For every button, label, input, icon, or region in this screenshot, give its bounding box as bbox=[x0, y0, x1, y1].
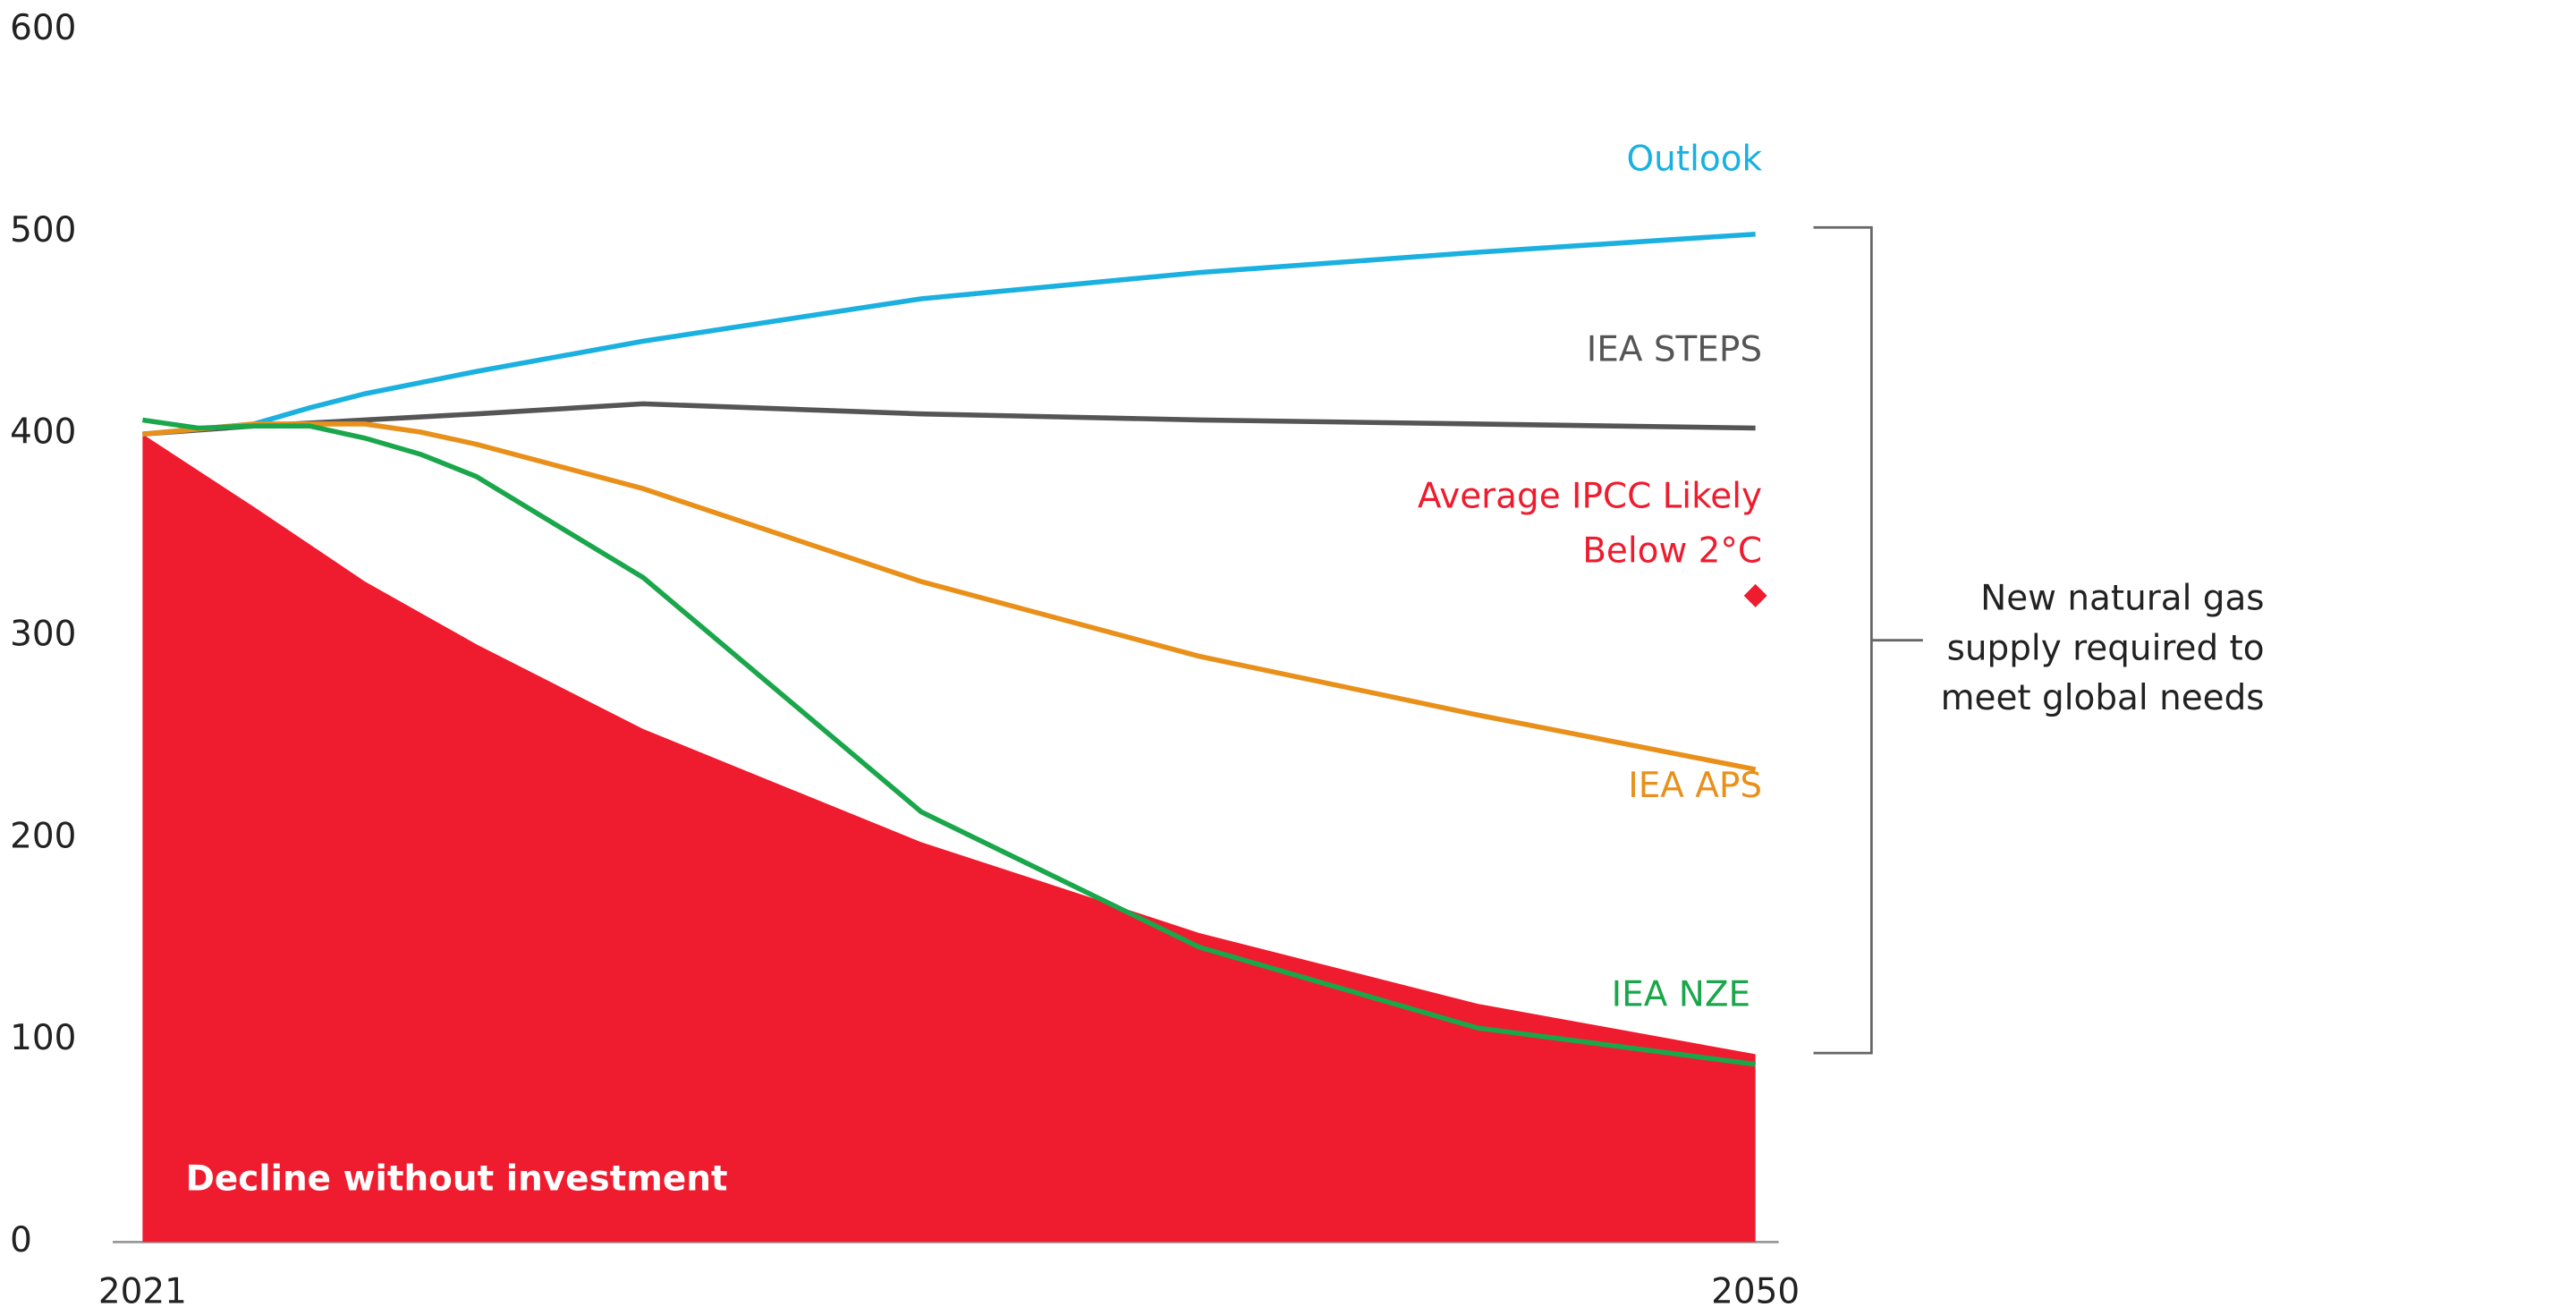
y-tick-label: 400 bbox=[10, 412, 76, 453]
line bbox=[141, 417, 1756, 1067]
series-label: IEA APS bbox=[1628, 766, 1762, 806]
bracket bbox=[1813, 225, 1923, 1055]
line bbox=[142, 231, 1756, 437]
point bbox=[1743, 583, 1767, 607]
bracket-label: New natural gas bbox=[1980, 579, 2264, 619]
y-tick-label: 100 bbox=[10, 1018, 76, 1058]
y-tick-label: 200 bbox=[10, 816, 76, 856]
area-label: Decline without investment bbox=[186, 1158, 728, 1199]
series-label: IEA NZE bbox=[1612, 975, 1750, 1015]
y-tick-label: 600 bbox=[10, 8, 76, 48]
x-tick-label: 2021 bbox=[98, 1271, 187, 1307]
series-label: IEA STEPS bbox=[1587, 330, 1762, 370]
series-label: Outlook bbox=[1627, 140, 1763, 180]
area bbox=[142, 434, 1756, 1243]
bracket-label: meet global needs bbox=[1941, 678, 2265, 718]
y-tick-label: 500 bbox=[10, 210, 76, 250]
x-tick-label: 2050 bbox=[1711, 1271, 1800, 1307]
line bbox=[142, 401, 1756, 437]
y-tick-label: 300 bbox=[10, 615, 76, 655]
point-label: Average IPCC Likely Below 2°C bbox=[1418, 476, 1762, 571]
y-tick-label: 0 bbox=[10, 1220, 32, 1260]
bracket-label: supply required to bbox=[1947, 628, 2265, 668]
